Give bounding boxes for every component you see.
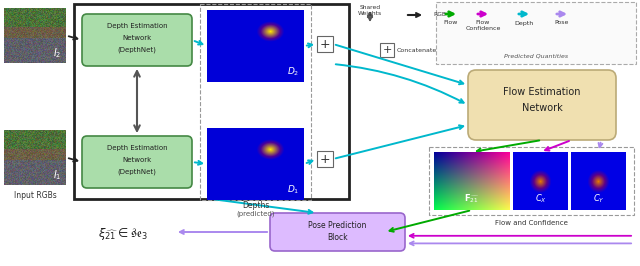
Text: Depths: Depths — [242, 201, 269, 210]
Text: $D_2$: $D_2$ — [287, 66, 299, 78]
Text: Shared: Shared — [360, 5, 381, 10]
Text: Flow and Confidence: Flow and Confidence — [495, 220, 568, 226]
Text: Pose: Pose — [555, 20, 569, 26]
Text: Network: Network — [122, 157, 152, 163]
FancyBboxPatch shape — [82, 136, 192, 188]
Text: RGB: RGB — [433, 13, 446, 18]
Text: $\xi_{\widehat{21}} \in \mathfrak{se}_3$: $\xi_{\widehat{21}} \in \mathfrak{se}_3$ — [98, 226, 148, 242]
Text: (DepthNet): (DepthNet) — [118, 169, 156, 175]
Text: $C_Y$: $C_Y$ — [593, 193, 604, 205]
Text: Depth: Depth — [515, 20, 534, 26]
Text: Predicted Quantities: Predicted Quantities — [504, 53, 568, 59]
Text: Input RGBs: Input RGBs — [13, 190, 56, 200]
Text: Weights: Weights — [358, 11, 382, 16]
Text: Block: Block — [327, 234, 348, 243]
Bar — [200, 4, 311, 200]
Bar — [429, 147, 634, 215]
Text: (DepthNet): (DepthNet) — [118, 47, 156, 53]
Text: Flow Estimation: Flow Estimation — [503, 87, 580, 97]
Bar — [317, 151, 333, 167]
Text: Depth Estimation: Depth Estimation — [107, 145, 167, 151]
Text: (predicted): (predicted) — [236, 211, 275, 217]
Text: +: + — [320, 38, 330, 51]
Text: Network: Network — [122, 35, 152, 41]
Text: Flow: Flow — [444, 20, 458, 26]
Text: +: + — [320, 153, 330, 166]
Text: $\mathbf{F}_{\widehat{21}}$: $\mathbf{F}_{\widehat{21}}$ — [464, 193, 480, 205]
Text: Confidence: Confidence — [465, 27, 500, 31]
Bar — [74, 4, 349, 199]
Text: Depth Estimation: Depth Estimation — [107, 23, 167, 29]
FancyBboxPatch shape — [270, 213, 405, 251]
FancyBboxPatch shape — [468, 70, 616, 140]
Bar — [380, 43, 394, 57]
Text: +: + — [382, 45, 392, 55]
Text: Concatenate: Concatenate — [397, 48, 437, 52]
Text: Network: Network — [522, 103, 563, 113]
Text: Pose Prediction: Pose Prediction — [308, 221, 367, 230]
Bar — [436, 2, 636, 64]
Text: $I_2$: $I_2$ — [52, 46, 61, 60]
Bar — [317, 36, 333, 52]
Text: $I_1$: $I_1$ — [52, 168, 61, 182]
Text: Flow: Flow — [476, 19, 490, 24]
Text: $C_X$: $C_X$ — [534, 193, 547, 205]
FancyBboxPatch shape — [82, 14, 192, 66]
Text: $D_1$: $D_1$ — [287, 184, 299, 196]
